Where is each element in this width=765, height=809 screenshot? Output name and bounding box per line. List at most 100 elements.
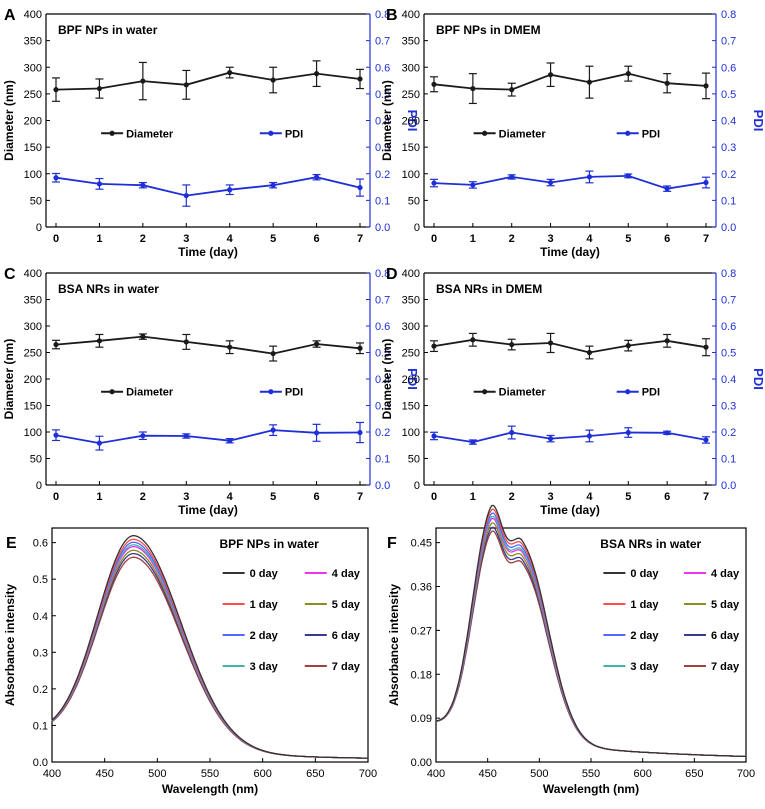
diameter-point <box>270 77 276 83</box>
diameter-point <box>586 349 593 356</box>
pdi-point <box>431 180 437 186</box>
y-tick-label: 0.6 <box>33 538 48 550</box>
pdi-point <box>625 429 631 436</box>
plot-frame <box>435 527 747 763</box>
y-tick-label: 250 <box>402 89 420 101</box>
y2-tick-label: 0.8 <box>721 9 736 21</box>
y2-tick-label: 0.3 <box>375 142 390 154</box>
y-tick-label: 0.1 <box>33 720 48 732</box>
y-tick-label: 150 <box>24 142 42 154</box>
x-axis-label: Time (day) <box>178 245 238 259</box>
pdi-point <box>96 440 103 446</box>
y-tick-label: 100 <box>24 169 42 181</box>
x-tick-label: 7 <box>357 233 363 245</box>
pdi-point <box>313 430 320 436</box>
x-tick-label: 450 <box>478 768 496 780</box>
legend-pdi-label: PDI <box>285 128 303 140</box>
y-tick-label: 50 <box>30 195 42 207</box>
legend-label: 5 day <box>711 599 740 611</box>
pdi-point <box>470 439 476 445</box>
x-tick-label: 600 <box>633 768 651 780</box>
diameter-point <box>625 71 631 77</box>
pdi-point <box>140 433 146 439</box>
x-tick-label: 4 <box>586 491 593 503</box>
panel-letter: A <box>4 7 16 24</box>
pdi-point <box>509 429 515 436</box>
x-tick-label: 7 <box>703 491 709 503</box>
diameter-point <box>470 85 476 92</box>
y2-tick-label: 0.1 <box>375 454 390 466</box>
x-tick-label: 650 <box>685 768 703 780</box>
diameter-point <box>227 344 233 350</box>
y-axis-label: Absorbance intensity <box>3 584 17 706</box>
y-tick-label: 100 <box>24 427 42 439</box>
y-tick-label: 300 <box>402 321 420 333</box>
legend-pdi-marker <box>625 130 631 136</box>
y2-tick-label: 0.0 <box>375 222 390 234</box>
y-axis-label: Absorbance intensity <box>387 584 401 706</box>
y2-tick-label: 0.6 <box>375 321 390 333</box>
pdi-point <box>357 184 363 191</box>
x-tick-label: 550 <box>201 768 219 780</box>
legend-diameter-marker <box>109 389 115 395</box>
panel-letter: F <box>387 535 397 552</box>
legend-pdi-label: PDI <box>285 387 303 399</box>
panel-letter: C <box>4 266 16 283</box>
pdi-point <box>227 438 233 444</box>
panel-e: 400 450 500 550 600 650 700 0.0 0.1 0.2 0.3 0.4 0.5 0… <box>3 527 377 796</box>
diameter-point <box>357 76 363 82</box>
y-tick-label: 0 <box>36 222 42 234</box>
y-tick-label: 0.0 <box>33 757 48 769</box>
legend-label: 3 day <box>630 661 659 673</box>
y-tick-label: 350 <box>24 36 42 48</box>
x-tick-label: 3 <box>548 491 554 503</box>
legend-label: 5 day <box>332 599 361 611</box>
legend-label: 1 day <box>250 599 279 611</box>
y2-tick-label: 0.8 <box>375 9 390 21</box>
diameter-point <box>140 78 146 84</box>
pdi-point <box>470 182 476 188</box>
y-tick-label: 200 <box>402 374 420 386</box>
y-tick-label: 0.45 <box>411 538 432 550</box>
legend-pdi-marker <box>625 389 631 395</box>
x-tick-label: 5 <box>625 233 631 245</box>
x-tick-label: 7 <box>357 491 363 503</box>
pdi-line <box>433 431 707 444</box>
y2-tick-label: 0.4 <box>721 374 736 386</box>
panel-f: 400 450 500 550 600 650 700 0.00 0.09 0.18 0.27 0.3… <box>387 504 755 796</box>
diameter-point <box>470 337 476 343</box>
diameter-line <box>55 335 361 355</box>
y2-tick-label: 0.3 <box>375 401 390 413</box>
y-tick-label: 400 <box>24 9 42 21</box>
legend-label: 6 day <box>711 630 740 642</box>
diameter-point <box>703 83 709 89</box>
x-tick-label: 3 <box>183 491 189 503</box>
legend-diameter-marker <box>109 130 115 136</box>
y-tick-label: 0.00 <box>411 757 432 769</box>
y-tick-label: 0.09 <box>411 713 432 725</box>
legend-diameter-marker <box>482 130 488 136</box>
y-tick-label: 100 <box>402 427 420 439</box>
diameter-point <box>53 341 59 348</box>
diameter-point <box>625 343 631 349</box>
panel-title: BPF NPs in water <box>58 23 158 37</box>
diameter-point <box>227 69 233 76</box>
panel-letter: B <box>386 7 398 24</box>
legend-label: 1 day <box>630 599 659 611</box>
diameter-point <box>313 71 320 77</box>
y2-tick-label: 0.5 <box>375 348 390 360</box>
x-tick-label: 650 <box>306 768 324 780</box>
y-tick-label: 0.3 <box>33 647 48 659</box>
diameter-point <box>431 343 437 349</box>
y-tick-label: 0.5 <box>33 574 48 586</box>
pdi-point <box>703 437 709 443</box>
pdi-point <box>183 433 189 439</box>
x-tick-label: 6 <box>314 233 320 245</box>
diameter-point <box>357 345 363 351</box>
y2-tick-label: 0.8 <box>375 268 390 280</box>
spectrum-5-day <box>51 549 369 759</box>
panel-title: BSA NRs in DMEM <box>436 282 542 296</box>
panel-c: 0501001502002503003504000.00.10.20.30.40… <box>2 266 420 517</box>
x-tick-label: 3 <box>548 233 554 245</box>
y-tick-label: 0 <box>414 480 420 492</box>
